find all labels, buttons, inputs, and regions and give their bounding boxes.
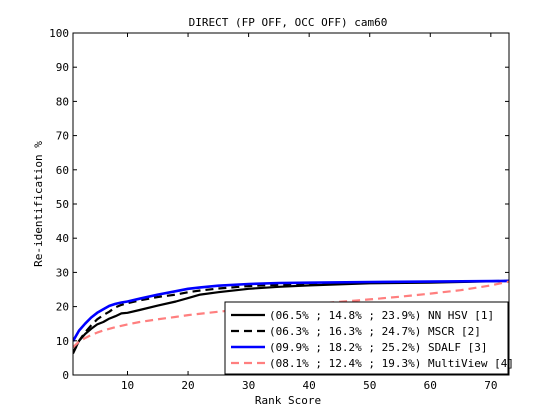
plot-lines xyxy=(73,279,509,354)
series-line-1 xyxy=(73,279,509,354)
series-line-3 xyxy=(73,279,509,342)
legend-entry-4: (08.1% ; 12.4% ; 19.3%) MultiView [4] xyxy=(269,357,514,370)
series-line-2 xyxy=(73,279,509,354)
y-tick-label: 20 xyxy=(56,301,69,314)
legend-entry-3: (09.9% ; 18.2% ; 25.2%) SDALF [3] xyxy=(269,341,488,354)
y-tick-label: 0 xyxy=(62,369,69,382)
y-tick-label: 10 xyxy=(56,335,69,348)
y-tick-label: 40 xyxy=(56,232,69,245)
y-tick-label: 60 xyxy=(56,164,69,177)
y-tick-label: 70 xyxy=(56,130,69,143)
y-tick-label: 50 xyxy=(56,198,69,211)
x-tick-label: 50 xyxy=(363,379,376,392)
y-axis-label: Re-identification % xyxy=(32,141,45,267)
x-tick-label: 70 xyxy=(484,379,497,392)
x-tick-label: 20 xyxy=(181,379,194,392)
legend-entry-2: (06.3% ; 16.3% ; 24.7%) MSCR [2] xyxy=(269,325,481,338)
legend-entry-1: (06.5% ; 14.8% ; 23.9%) NN HSV [1] xyxy=(269,309,494,322)
x-tick-label: 10 xyxy=(121,379,134,392)
x-tick-label: 30 xyxy=(242,379,255,392)
x-tick-label: 40 xyxy=(303,379,316,392)
y-tick-label: 100 xyxy=(49,27,69,40)
legend-box xyxy=(224,301,509,375)
x-axis-label: Rank Score xyxy=(255,394,321,407)
y-tick-label: 80 xyxy=(56,95,69,108)
y-tick-label: 30 xyxy=(56,266,69,279)
x-tick-label: 60 xyxy=(424,379,437,392)
y-tick-label: 90 xyxy=(56,61,69,74)
chart-title: DIRECT (FP OFF, OCC OFF) cam60 xyxy=(189,16,388,29)
legend: (06.5% ; 14.8% ; 23.9%) NN HSV [1] (06.3%… xyxy=(224,301,514,375)
series-line-4 xyxy=(73,280,509,349)
